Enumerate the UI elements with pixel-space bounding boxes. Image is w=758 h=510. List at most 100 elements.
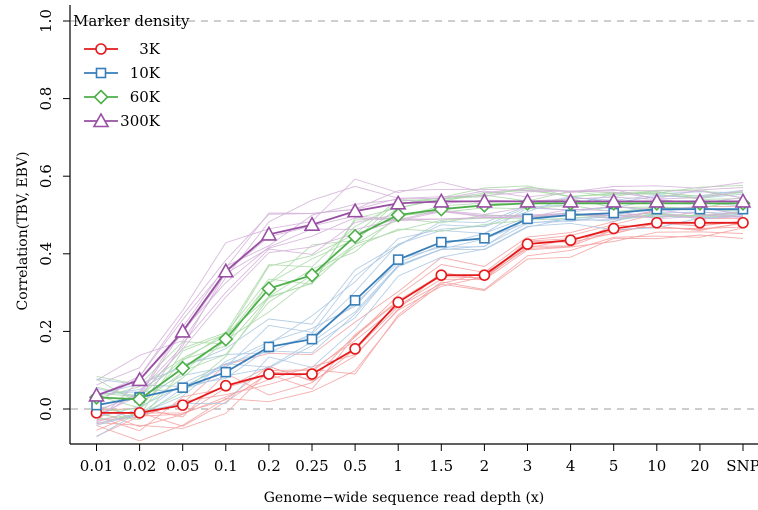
data-point (435, 236, 447, 248)
y-tick-label: 0.0 (37, 397, 55, 421)
x-ticks: 0.01 0.02 0.05 0.1 0.2 0.25 0.5 1 1.5 2 3 4 5 10 20 SNP (80, 444, 758, 475)
data-point (263, 341, 275, 353)
data-point (349, 295, 361, 306)
x-tick-label: SNP (726, 457, 758, 475)
replicate-line (96, 210, 744, 411)
data-point (389, 194, 407, 210)
axes (69, 5, 758, 445)
data-point (174, 322, 192, 338)
data-point (562, 192, 579, 208)
series-line (96, 221, 743, 414)
series-line (96, 202, 743, 401)
data-point (347, 228, 363, 244)
replicate-line (96, 193, 744, 396)
data-point (133, 407, 146, 419)
x-tick-label: 0.2 (257, 457, 281, 475)
legend-label: 60K (130, 88, 161, 106)
data-point (220, 366, 232, 378)
replicate-line (96, 234, 744, 442)
x-tick-label: 0.25 (295, 457, 328, 475)
legend-marker (95, 67, 107, 79)
data-point (304, 267, 320, 283)
data-point (694, 216, 706, 229)
data-point (303, 216, 321, 231)
data-point (390, 207, 406, 223)
x-tick-label: 0.5 (343, 457, 367, 475)
replicate-line (96, 214, 744, 425)
data-point (346, 202, 364, 218)
data-point (650, 216, 663, 229)
x-tick-label: 10 (647, 457, 666, 475)
data-point (522, 213, 533, 225)
data-point (131, 371, 148, 387)
y-tick-label: 0.2 (37, 319, 55, 343)
legend-item-10K: 10K (84, 64, 161, 82)
legend-item-60K: 60K (84, 88, 161, 106)
data-point (177, 382, 188, 393)
legend-marker (95, 43, 107, 55)
data-point (432, 192, 450, 208)
x-tick-label: 0.02 (123, 457, 156, 475)
data-point (605, 192, 623, 208)
data-point (607, 222, 620, 235)
series-300K (88, 192, 752, 402)
data-point (519, 192, 536, 208)
x-tick-label: 0.1 (214, 457, 238, 475)
replicate-line (96, 184, 744, 398)
series-layer (88, 192, 752, 419)
data-point (263, 368, 275, 380)
replicate-line (96, 189, 744, 404)
y-tick-label: 0.6 (37, 164, 55, 188)
replicate-line (96, 223, 744, 437)
data-point (217, 262, 235, 278)
data-point (260, 225, 278, 241)
data-point (734, 192, 752, 208)
data-point (648, 192, 666, 208)
replicate-line (96, 231, 744, 431)
reference-lines (71, 20, 758, 410)
replicate-line (96, 187, 744, 397)
data-point (88, 386, 105, 402)
x-axis-title: Genome−wide sequence read depth (x) (264, 490, 545, 506)
replicate-line (96, 205, 744, 419)
data-point (521, 238, 534, 250)
replicate-line (96, 199, 744, 396)
replicate-line (96, 212, 744, 413)
legend-item-3K: 3K (84, 40, 161, 58)
data-point (476, 192, 493, 208)
x-tick-label: 1 (393, 457, 403, 475)
y-tick-label: 1.0 (37, 9, 55, 33)
legend-label: 3K (139, 40, 161, 58)
replicate-line (96, 211, 744, 416)
y-ticks: 0.0 0.2 0.4 0.6 0.8 1.0 (37, 9, 70, 421)
data-point (564, 234, 577, 247)
replicate-line (96, 215, 744, 438)
data-point (479, 232, 490, 244)
legend-title: Marker density (73, 12, 190, 30)
data-point (392, 254, 404, 265)
replicate-lines (96, 178, 744, 442)
data-point (306, 368, 318, 380)
data-point (565, 209, 576, 221)
legend-marker (93, 89, 109, 105)
data-point (691, 192, 709, 208)
replicate-line (96, 190, 744, 405)
series-line (96, 200, 743, 397)
legend-item-300K: 300K (84, 112, 161, 130)
data-point (131, 391, 148, 407)
data-point (220, 379, 232, 392)
x-tick-label: 0.05 (166, 457, 199, 475)
data-point (306, 333, 318, 345)
legend-label: 300K (120, 112, 161, 130)
x-tick-label: 20 (690, 457, 709, 475)
replicate-line (96, 220, 744, 428)
data-point (392, 296, 405, 309)
legend-marker (92, 112, 110, 128)
legend-label: 10K (130, 64, 161, 82)
replicate-line (96, 178, 744, 386)
replicate-line (96, 208, 744, 422)
x-tick-label: 3 (523, 457, 533, 475)
series-10K (91, 203, 749, 411)
replicate-line (96, 213, 744, 421)
